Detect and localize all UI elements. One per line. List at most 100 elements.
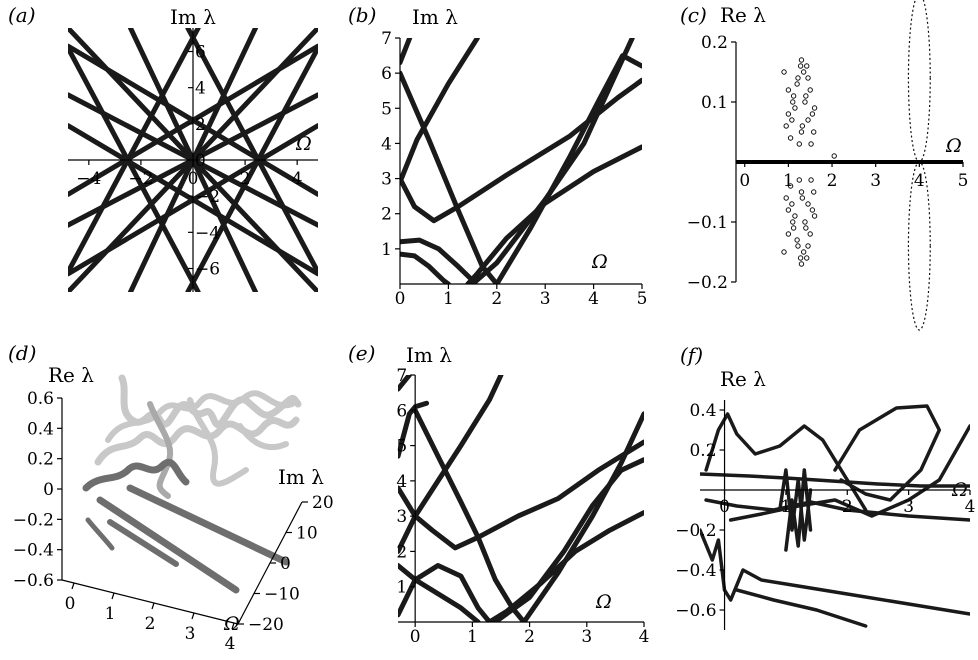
x-tick-mark-d-0 [71, 582, 75, 590]
scatter-point-c-1-9 [800, 249, 807, 255]
scatter-point-c-1-4 [783, 195, 789, 201]
scatter-point-c-0-16 [805, 75, 811, 81]
y-tick-label-d-5: 0.4 [27, 419, 54, 439]
y-tick-label-d-2: −0.2 [13, 510, 54, 530]
y-tick-label-e-5: 6 [396, 401, 407, 421]
scatter-point-c-1-21 [811, 189, 817, 195]
x-tick-label-e-0: 0 [410, 627, 421, 647]
scatter-point-c-0-26 [797, 63, 804, 69]
scatter-point-c-0-10 [803, 93, 809, 99]
x-tick-label-c-2: 2 [827, 171, 838, 191]
scatter-point-c-1-16 [805, 243, 811, 249]
scatter-point-c-0-18 [799, 123, 806, 129]
series-line-b-4 [400, 237, 476, 283]
y-tick-label-a-0: −6 [195, 259, 220, 279]
y-tick-label-d-3: 0 [43, 480, 54, 500]
x-tick-mark-d-4 [231, 622, 235, 630]
x-tick-label-c-4: 4 [914, 171, 925, 191]
series-line-e-3 [398, 439, 644, 551]
x-tick-label-f-3: 3 [903, 497, 914, 517]
y-tick-label-b-2: 3 [381, 170, 392, 190]
scatter-point-c-0-12 [798, 129, 805, 135]
scatter-point-c-0-2 [790, 99, 796, 105]
xlabel-b: Ω [591, 251, 608, 273]
series-line-b-1 [400, 70, 500, 284]
surface-curve-d-2 [105, 390, 295, 443]
series-line-a-6 [185, 28, 318, 275]
scatter-point-c-1-6 [794, 237, 800, 243]
y-tick-label-f-1: −0.4 [675, 561, 716, 581]
scatter-point-c-1-13 [796, 177, 802, 183]
scatter-point-c-1-24 [789, 201, 795, 207]
scatter-point-c-1-25 [795, 243, 801, 249]
scatter-point-c-1-20 [811, 213, 818, 219]
scatter-point-c-1-10 [803, 225, 809, 231]
axes-c: 0 1 2 3 4 5 −0.2 −0.1 0.1 0.2 [687, 33, 969, 293]
scatter-point-c-0-11 [805, 117, 811, 123]
xlabel-e: Ω [595, 591, 612, 613]
series-line-f-5 [700, 528, 970, 616]
x-axis-d [61, 579, 239, 625]
x-tick-label-c-3: 3 [870, 171, 881, 191]
surface-curve-d-10 [85, 517, 115, 551]
series-line-f-4 [728, 424, 970, 522]
series-line-f-1 [700, 472, 970, 488]
series-line-f-7 [778, 468, 813, 542]
x-tick-label-f-4: 4 [965, 497, 976, 517]
ylabel-f: Re λ [720, 367, 766, 391]
panel-label-e: (e) [348, 341, 375, 365]
y-tick-label-d-6: 0.6 [27, 389, 54, 409]
surface-curve-d-4 [187, 397, 249, 487]
scatter-point-c-3-0 [831, 153, 837, 159]
xlabel-d: Ω [223, 613, 240, 635]
series-line-f-0 [704, 412, 868, 512]
y-tick-label-e-0: 1 [396, 578, 407, 598]
x-tick-label-c-5: 5 [958, 171, 969, 191]
y-tick-label-e-2: 3 [396, 507, 407, 527]
x-tick-label-a-3: 2 [240, 169, 251, 189]
scatter-point-c-0-17 [802, 99, 808, 105]
panel-label-c: (c) [680, 3, 707, 27]
x-tick-label-d-0: 0 [65, 594, 76, 614]
scatter-point-c-0-1 [785, 87, 792, 93]
z-tick-label-d-4: 20 [312, 493, 334, 513]
scatter-point-c-0-8 [798, 57, 805, 63]
scatter-point-c-0-7 [792, 105, 798, 111]
scatter-point-c-1-7 [792, 213, 798, 219]
x-tick-label-d-2: 2 [145, 614, 156, 634]
x-tick-label-a-0: −4 [76, 169, 101, 189]
y-tick-label-c-2: 0.1 [701, 93, 728, 113]
curves-b [400, 38, 642, 284]
surface-curve-d-7 [96, 496, 240, 594]
curves-e [398, 375, 644, 622]
y-tick-label-c-1: −0.1 [687, 213, 728, 233]
scatter-point-c-1-22 [808, 177, 814, 183]
series-line-e-4 [398, 375, 504, 554]
scatter-point-c-1-12 [798, 189, 805, 195]
series-line-e-0 [398, 375, 412, 392]
scatter-point-c-1-17 [802, 219, 808, 225]
panel-label-a: (a) [8, 3, 36, 27]
series-line-e-9 [521, 411, 644, 622]
y-tick-label-f-0: −0.6 [675, 601, 716, 621]
panel-label-d: (d) [8, 341, 36, 365]
series-line-a-5 [68, 45, 201, 292]
scatter-point-c-1-15 [809, 207, 816, 213]
y-tick-label-e-4: 5 [396, 437, 407, 457]
scatter-point-c-0-5 [787, 135, 794, 141]
scatter-point-c-1-8 [798, 261, 805, 267]
panel-e: (e) Im λ Ω 0 1 2 3 4 1 2 3 4 5 6 7 [348, 341, 649, 647]
ylabel-d: Re λ [48, 363, 94, 387]
series-line-f-2 [833, 404, 942, 502]
ylabel-c: Re λ [720, 3, 766, 27]
x-tick-label-e-4: 4 [639, 627, 650, 647]
y-tick-label-a-6: 6 [195, 43, 206, 63]
x-tick-mark-d-3 [191, 612, 195, 620]
ylabel-a: Im λ [170, 5, 216, 29]
x-tick-label-d-4: 4 [225, 634, 236, 654]
scatter-point-c-1-23 [790, 225, 797, 231]
series-line-b-6 [465, 144, 642, 284]
x-tick-label-f-0: 0 [719, 497, 730, 517]
